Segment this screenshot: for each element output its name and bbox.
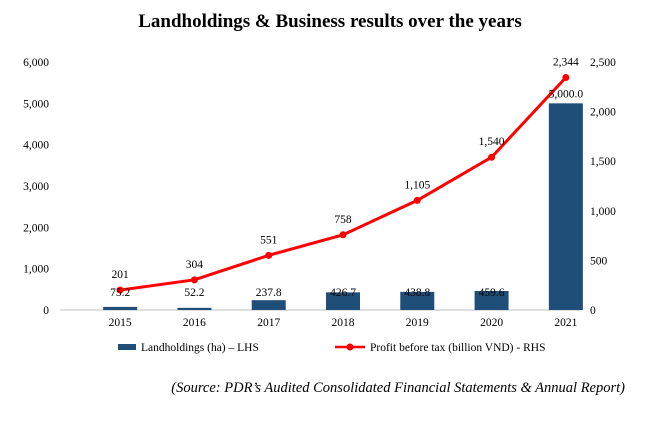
legend-label-line: Profit before tax (billion VND) - RHS — [370, 342, 545, 354]
axes: 0 1,000 2,000 3,000 4,000 5,000 6,000 0 500 1,000… — [23, 57, 616, 329]
bar-data-label: 438.8 — [404, 287, 430, 299]
legend: Landholdings (ha) – LHS Profit before ta… — [118, 342, 545, 354]
line-data-label: 758 — [334, 214, 352, 226]
legend-swatch-marker — [346, 343, 354, 351]
line-data-label: 2,344 — [553, 56, 579, 68]
line-marker — [190, 276, 198, 284]
y-left-tick-label: 3,000 — [23, 181, 49, 193]
line-data-label: 304 — [186, 259, 204, 271]
bar-data-label: 459.6 — [479, 287, 505, 299]
y-right-tick-label: 2,000 — [590, 107, 616, 119]
line-data-label: 201 — [112, 269, 130, 281]
line-data-label: 551 — [260, 234, 278, 246]
line-data-label: 1,105 — [404, 179, 430, 191]
x-tick-label: 2017 — [257, 317, 280, 329]
line-data-label: 1,540 — [479, 136, 505, 148]
bar — [548, 103, 583, 310]
x-tick-label: 2021 — [554, 317, 577, 329]
x-tick-label: 2020 — [480, 317, 503, 329]
bar-data-label: 52.2 — [184, 287, 204, 299]
chart-title: Landholdings & Business results over the… — [138, 11, 522, 32]
legend-label-bar: Landholdings (ha) – LHS — [141, 342, 259, 354]
bar — [251, 300, 286, 310]
x-tick-label: 2018 — [332, 317, 355, 329]
bar-data-label: 237.8 — [256, 287, 282, 299]
y-left-tick-label: 6,000 — [23, 57, 49, 69]
x-tick-label: 2015 — [109, 317, 132, 329]
source-note: (Source: PDR’s Audited Consolidated Fina… — [171, 380, 625, 396]
y-left-tick-label: 2,000 — [23, 222, 49, 234]
y-left-tick-label: 0 — [43, 305, 49, 317]
line-marker — [265, 251, 273, 259]
bar — [400, 291, 435, 310]
y-right-tick-label: 500 — [590, 255, 608, 267]
line-marker — [116, 286, 124, 294]
line-marker — [562, 73, 570, 81]
bar — [474, 291, 509, 310]
y-left-tick-label: 5,000 — [23, 98, 49, 110]
legend-swatch-bar — [118, 344, 136, 350]
bar — [177, 307, 212, 310]
bar-data-label: 75.2 — [110, 287, 130, 299]
line-series — [116, 73, 570, 294]
x-tick-label: 2016 — [183, 317, 206, 329]
line-marker — [413, 196, 421, 204]
y-left-tick-label: 1,000 — [23, 264, 49, 276]
data-labels: 75.2 52.2 237.8 426.7 438.8 459.6 5,000.0 201 30… — [110, 56, 583, 299]
y-right-tick-label: 0 — [590, 305, 596, 317]
y-right-tick-label: 1,500 — [590, 156, 616, 168]
x-tick-label: 2019 — [406, 317, 429, 329]
bar-data-label: 5,000.0 — [549, 88, 584, 100]
bar — [103, 306, 138, 310]
y-right-tick-label: 1,000 — [590, 206, 616, 218]
y-left-tick-label: 4,000 — [23, 140, 49, 152]
line-marker — [339, 231, 347, 239]
bar-series — [103, 103, 583, 310]
bar — [326, 292, 360, 310]
y-right-tick-label: 2,500 — [590, 57, 616, 69]
line-marker — [488, 153, 496, 161]
bar-data-label: 426.7 — [330, 287, 356, 299]
